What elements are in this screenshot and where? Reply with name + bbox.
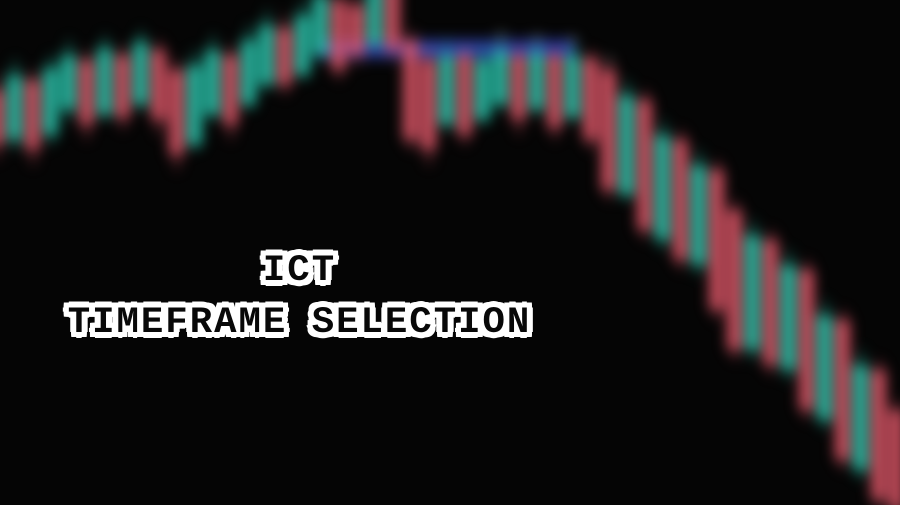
candle (368, 0, 381, 50)
candle (80, 50, 93, 140)
candle (458, 50, 471, 145)
candle (152, 40, 165, 135)
candle (854, 350, 867, 480)
candle (602, 60, 615, 200)
candle (134, 30, 147, 110)
candle (494, 35, 507, 110)
candle (170, 60, 183, 170)
candle (332, 0, 345, 80)
candle (638, 90, 651, 240)
title-line-1: ICT (257, 250, 342, 292)
candle (476, 45, 489, 125)
candle (710, 160, 723, 320)
candle (62, 40, 75, 120)
candle (386, 0, 399, 60)
candle (44, 55, 57, 145)
candle (26, 70, 39, 165)
candle (782, 250, 795, 380)
candle (800, 260, 813, 420)
candle (512, 45, 525, 135)
candle (548, 48, 561, 140)
candle (890, 400, 900, 505)
candle (296, 0, 309, 80)
candle (206, 35, 219, 120)
candle (278, 15, 291, 95)
candle (620, 80, 633, 200)
candle (116, 45, 129, 130)
candle (566, 40, 579, 120)
candle (188, 50, 201, 150)
candle (98, 35, 111, 120)
candle (656, 120, 669, 250)
candle (260, 10, 273, 90)
candle (404, 30, 417, 150)
title-line-2: TIMEFRAME SELECTION (62, 302, 538, 344)
candle (224, 45, 237, 140)
candle (8, 60, 21, 150)
candle (746, 220, 759, 360)
candle (314, 0, 327, 60)
candle (764, 230, 777, 375)
candle (818, 300, 831, 430)
chart-thumbnail: ICT TIMEFRAME SELECTION (0, 0, 900, 505)
candle (728, 200, 741, 360)
candle (692, 150, 705, 275)
candle (0, 75, 3, 160)
candle (422, 50, 435, 165)
candle (584, 50, 597, 150)
candle (872, 360, 885, 505)
overlay-title: ICT TIMEFRAME SELECTION (52, 250, 547, 344)
candle (836, 310, 849, 470)
candle (350, 0, 363, 65)
candle (674, 130, 687, 270)
candle (530, 38, 543, 115)
candle (242, 25, 255, 110)
candle (440, 40, 453, 130)
